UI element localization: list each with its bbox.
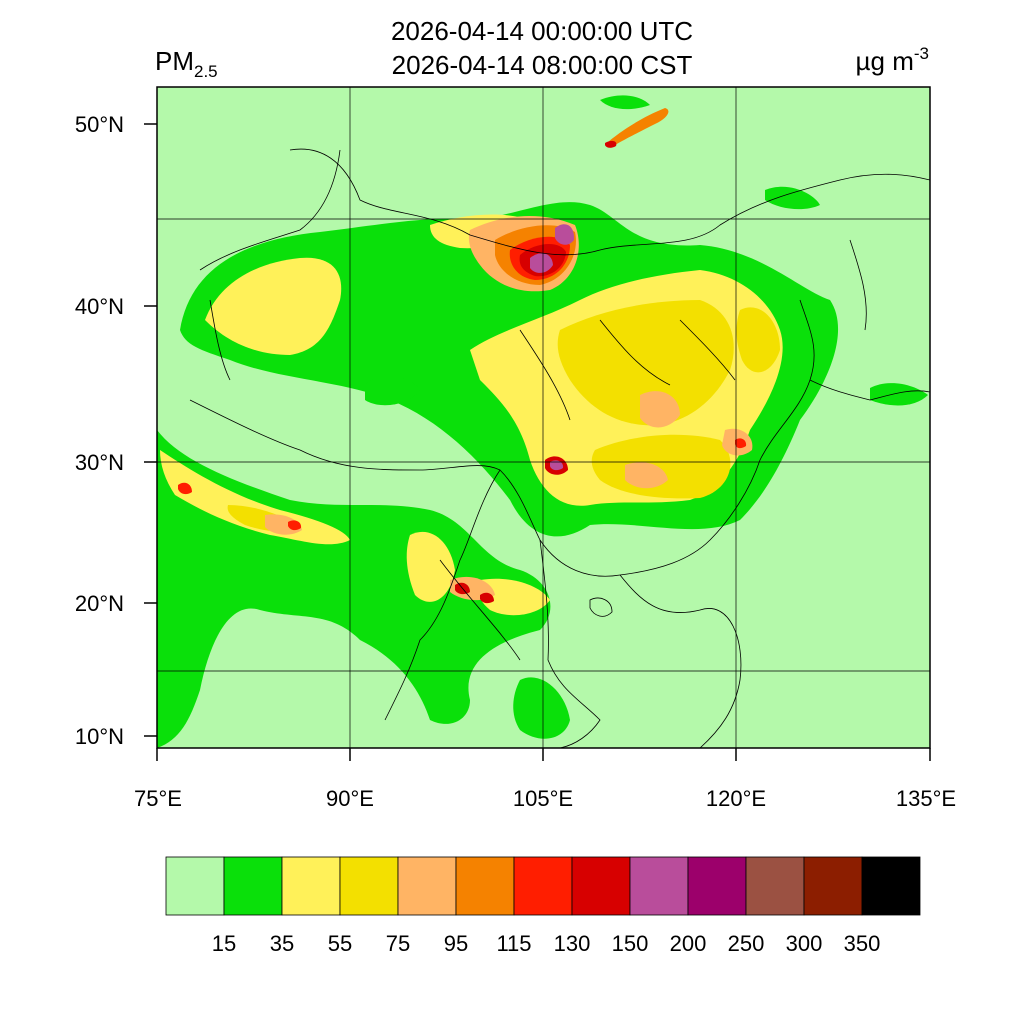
- colorbar-swatch: [803, 856, 863, 916]
- boundaries: [189, 148, 930, 748]
- colorbar-label: 300: [786, 931, 823, 956]
- units-base: µg m: [855, 46, 914, 76]
- colorbar: [165, 856, 921, 916]
- colorbar-swatch: [165, 856, 225, 916]
- lon-label-135e: 135°E: [896, 786, 956, 811]
- variable-subscript: 2.5: [194, 62, 218, 81]
- lat-label-20n: 20°N: [75, 591, 124, 616]
- map-title-cst: 2026-04-14 08:00:00 CST: [391, 50, 693, 80]
- colorbar-swatch: [339, 856, 399, 916]
- colorbar-label: 250: [728, 931, 765, 956]
- colorbar-swatch: [687, 856, 747, 916]
- colorbar-label: 35: [270, 931, 294, 956]
- colorbar-label: 200: [670, 931, 707, 956]
- colorbar-label: 115: [496, 931, 531, 956]
- colorbar-swatch: [223, 856, 283, 916]
- colorbar-swatch: [861, 856, 921, 916]
- lon-label-75e: 75°E: [134, 786, 182, 811]
- colorbar-label: 130: [554, 931, 591, 956]
- tick-marks: [144, 123, 931, 761]
- lat-label-10n: 10°N: [75, 724, 124, 749]
- units-superscript: -3: [913, 44, 929, 63]
- lon-label-90e: 90°E: [326, 786, 374, 811]
- lon-label-105e: 105°E: [513, 786, 573, 811]
- colorbar-label: 15: [212, 931, 236, 956]
- graticule: [157, 87, 930, 748]
- units-label: µg m-3: [855, 45, 929, 76]
- colorbar-label: 150: [612, 931, 649, 956]
- colorbar-swatch: [629, 856, 689, 916]
- lat-label-30n: 30°N: [75, 450, 124, 475]
- colorbar-label: 95: [444, 931, 468, 956]
- band-55-75: [227, 300, 780, 532]
- lat-label-50n: 50°N: [75, 112, 124, 137]
- concentration-field: [157, 87, 930, 748]
- map-title-utc: 2026-04-14 00:00:00 UTC: [390, 16, 694, 46]
- colorbar-label: 55: [328, 931, 352, 956]
- colorbar-label: 75: [386, 931, 410, 956]
- lat-label-40n: 40°N: [75, 294, 124, 319]
- variable-label: PM2.5: [155, 46, 218, 80]
- high-concentration-cores: [178, 108, 747, 604]
- colorbar-swatch: [571, 856, 631, 916]
- colorbar-swatch: [455, 856, 515, 916]
- colorbar-label: 350: [844, 931, 881, 956]
- lon-label-120e: 120°E: [706, 786, 766, 811]
- colorbar-labels: 15 35 55 75 95 115 130 150 200 250 300 350: [212, 931, 881, 956]
- colorbar-swatch: [397, 856, 457, 916]
- longitude-labels: 75°E 90°E 105°E 120°E 135°E: [134, 786, 956, 811]
- colorbar-swatch: [281, 856, 341, 916]
- colorbar-swatch: [745, 856, 805, 916]
- variable-base: PM: [155, 46, 194, 76]
- colorbar-swatch: [513, 856, 573, 916]
- latitude-labels: 50°N 40°N 30°N 20°N 10°N: [75, 112, 124, 749]
